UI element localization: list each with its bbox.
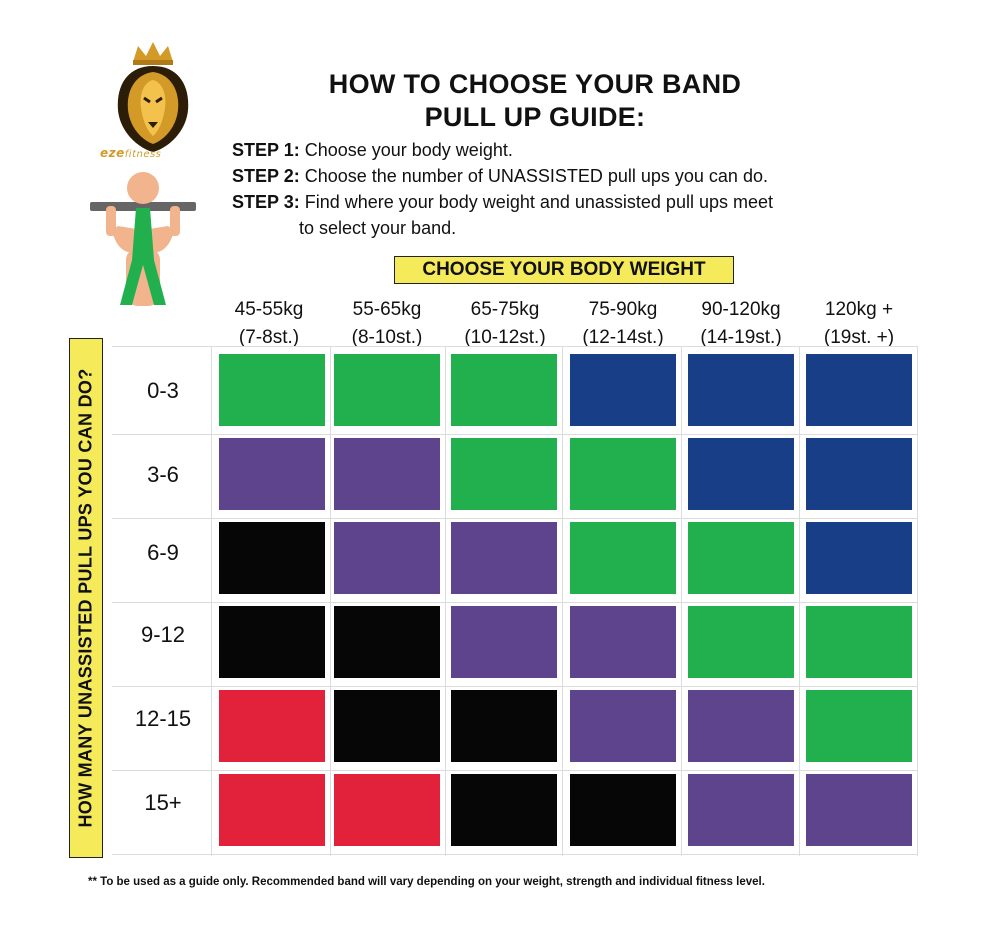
band-cell-blue <box>570 354 676 426</box>
band-cell-black <box>334 690 440 762</box>
column-header: 75-90kg (12-14st.) <box>582 299 664 348</box>
band-cell-black <box>451 690 557 762</box>
lion-logo-icon <box>117 42 189 152</box>
band-cell-purple <box>688 774 794 846</box>
band-cell-purple <box>451 522 557 594</box>
band-cell-green <box>219 354 325 426</box>
step-2: STEP 2: Choose the number of UNASSISTED … <box>232 166 768 186</box>
column-header: 90-120kg (14-19st.) <box>700 299 782 348</box>
band-cell-black <box>570 774 676 846</box>
band-cell-blue <box>688 438 794 510</box>
grid-line-vertical <box>445 346 446 856</box>
band-cell-blue <box>806 522 912 594</box>
grid-line-horizontal <box>112 346 918 347</box>
column-header: 120kg + (19st. +) <box>823 299 895 348</box>
row-header: 0-3 <box>147 378 179 403</box>
grid-line-horizontal <box>112 518 918 519</box>
grid-line-vertical <box>330 346 331 856</box>
grid-line-vertical <box>917 346 918 856</box>
page-title: HOW TO CHOOSE YOUR BAND PULL UP GUIDE: <box>240 68 830 134</box>
row-header: 12-15 <box>134 706 192 731</box>
band-cell-purple <box>219 438 325 510</box>
grid-line-vertical <box>562 346 563 856</box>
band-cell-green <box>806 606 912 678</box>
column-header: 45-55kg (7-8st.) <box>234 299 304 348</box>
band-cell-green <box>451 354 557 426</box>
band-cell-red <box>219 690 325 762</box>
band-cell-blue <box>688 354 794 426</box>
band-cell-green <box>570 522 676 594</box>
band-cell-black <box>219 522 325 594</box>
band-cell-purple <box>451 606 557 678</box>
grid-line-horizontal <box>112 854 918 855</box>
band-cell-purple <box>570 690 676 762</box>
row-header: 15+ <box>144 790 182 815</box>
row-header: 3-6 <box>147 462 179 487</box>
band-cell-purple <box>806 774 912 846</box>
step-3: STEP 3: Find where your body weight and … <box>232 192 773 212</box>
row-header: 6-9 <box>147 540 179 565</box>
band-cell-purple <box>334 522 440 594</box>
band-cell-black <box>219 606 325 678</box>
column-header: 55-65kg (8-10st.) <box>351 299 423 348</box>
band-cell-red <box>219 774 325 846</box>
grid-line-horizontal <box>112 434 918 435</box>
steps-list: STEP 1: Choose your body weight. STEP 2:… <box>232 137 773 241</box>
band-cell-purple <box>688 690 794 762</box>
band-cell-green <box>688 606 794 678</box>
band-cell-black <box>451 774 557 846</box>
step-3-continued: to select your band. <box>299 218 457 238</box>
grid-line-horizontal <box>112 770 918 771</box>
band-cell-green <box>334 354 440 426</box>
column-header: 65-75kg (10-12st.) <box>464 299 546 348</box>
grid-line-horizontal <box>112 686 918 687</box>
band-cell-purple <box>570 606 676 678</box>
band-cell-blue <box>806 354 912 426</box>
band-cell-green <box>570 438 676 510</box>
title-line-1: HOW TO CHOOSE YOUR BAND <box>328 69 742 99</box>
brand-name: ezefitness <box>100 146 162 160</box>
band-cell-black <box>334 606 440 678</box>
pull-ups-axis-banner: HOW MANY UNASSISTED PULL UPS YOU CAN DO? <box>69 338 103 858</box>
band-cell-green <box>688 522 794 594</box>
grid-line-vertical <box>681 346 682 856</box>
pull-up-figure-icon <box>90 172 196 306</box>
band-cell-green <box>806 690 912 762</box>
row-header: 9-12 <box>140 622 186 647</box>
band-cell-blue <box>806 438 912 510</box>
band-cell-green <box>451 438 557 510</box>
grid-line-vertical <box>799 346 800 856</box>
band-cell-red <box>334 774 440 846</box>
step-1: STEP 1: Choose your body weight. <box>232 140 513 160</box>
pull-ups-axis-label: HOW MANY UNASSISTED PULL UPS YOU CAN DO? <box>75 368 96 828</box>
band-cell-purple <box>334 438 440 510</box>
title-line-2: PULL UP GUIDE: <box>424 102 646 132</box>
grid-line-horizontal <box>112 602 918 603</box>
grid-line-vertical <box>211 346 212 856</box>
body-weight-banner: CHOOSE YOUR BODY WEIGHT <box>394 256 734 284</box>
footnote: ** To be used as a guide only. Recommend… <box>88 876 765 888</box>
